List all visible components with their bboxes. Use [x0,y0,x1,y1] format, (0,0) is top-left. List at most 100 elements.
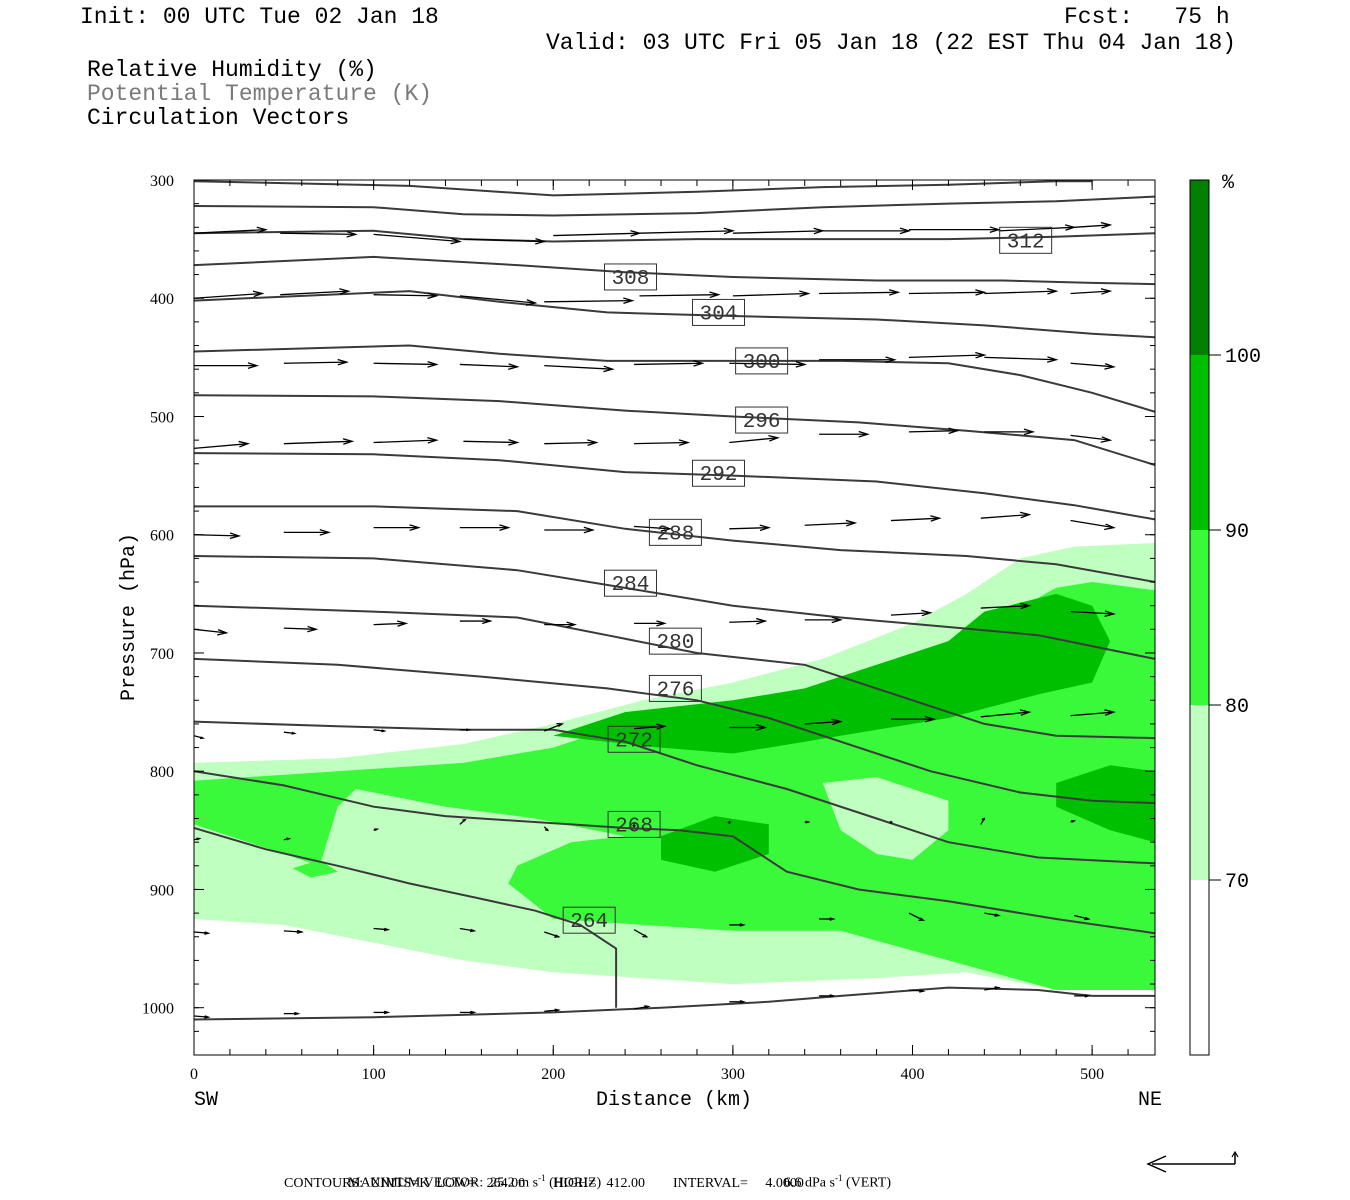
vector-4-9 [980,511,1032,519]
vector-head [739,923,746,927]
vector-head [508,363,520,370]
vector-head [975,289,987,296]
vector-head [342,438,355,445]
vector-0-9 [998,224,1077,232]
vector-shaft [634,441,688,445]
vector-head [889,821,893,825]
vector-0-3 [463,237,547,245]
vector-5-1 [283,625,319,633]
vector-9-6 [729,999,746,1004]
x-axis-title: Distance (km) [596,1089,752,1112]
rh-fill-layer [194,543,1155,990]
vector-5-6 [729,617,768,625]
vector-head [286,837,292,841]
vector-head [924,715,937,723]
vector-0-8 [908,226,1001,234]
vector-head [482,617,493,625]
vector-5-0 [194,628,229,636]
vector-shaft [544,441,597,445]
vector-head [1104,523,1116,531]
vector-head [1019,709,1032,716]
vector-shaft [1070,434,1111,441]
vector-8-2 [373,927,391,932]
vector-head [829,917,836,921]
vector-head [930,515,942,522]
vector-shaft [459,363,518,368]
contour-label-box-288 [648,518,702,546]
vector-head [975,351,987,359]
theta-contour-320 [194,180,1093,197]
vector-7-0 [194,837,202,841]
colorbar-label-70: 70 [1225,871,1249,894]
contour-label-box-304 [692,298,746,326]
vector-9-8 [908,989,926,993]
forecast-hour: Fcst: 75 h [1064,4,1230,30]
vector-2-2 [373,361,439,368]
vector-head [1071,819,1077,823]
vector-shaft [732,230,823,234]
vector-4-7 [804,519,858,527]
vector-head [544,828,550,832]
vector-7-3 [459,818,467,825]
vector-shaft [283,361,347,364]
vector-4-5 [634,525,673,532]
vector-head [204,931,211,935]
max-vector-label: MAXIMUM VECTOR: [348,1175,484,1191]
vector-8-3 [459,927,477,933]
vector-shaft [634,525,671,530]
vector-head [383,927,391,932]
vector-4-6 [729,524,772,532]
vector-head [427,361,439,368]
contour-label-288: 288 [656,523,694,546]
vector-head [888,289,901,296]
vector-9-1 [283,1011,301,1016]
vector-head [644,1005,651,1009]
vector-head [805,820,811,824]
vector-head [294,1011,301,1016]
colorbar-segment-1 [1190,355,1209,530]
vector-head [409,524,421,531]
rh-hole-1 [463,824,536,837]
vector-7-2 [373,828,380,831]
vector-1-0 [194,290,265,299]
vector-7-9 [980,817,986,825]
vector-7-8 [889,820,893,825]
vector-head [1019,602,1032,610]
vector-1-1 [280,288,351,296]
colorbar-label-80: 80 [1225,696,1249,719]
vector-head [1100,436,1113,443]
vector-head [759,524,772,532]
vector-head [587,439,599,446]
vector-shaft [463,238,545,243]
vector-shaft [908,354,985,359]
max-vert-tag: (VERT) [845,1175,891,1191]
vector-1-6 [732,290,811,298]
contour-info: CONTOURS: UNITS=K LOW= 264.00 HIGH= 412.… [284,1176,804,1191]
vector-8-6 [729,923,746,927]
rh-fill-90-2 [553,593,1111,754]
vector-5-3 [459,617,493,625]
vector-head [756,724,768,731]
max-vert-line: 6.6 dPa s-1 (VERT) [777,1157,891,1192]
max-horiz-tag: (HORIZ) [549,1175,602,1191]
vector-5-9 [980,602,1032,610]
vector-1-8 [908,289,987,296]
vector-head [693,360,705,367]
theta-contour-312 [194,229,1155,243]
colorbar-frame [1189,179,1210,1056]
vector-1-2 [373,292,439,300]
contour-label-box-296 [735,406,789,434]
vector-1-7 [819,289,901,296]
vector-shaft [459,295,536,304]
surface-line [194,986,1155,1021]
contour-label-box-268 [607,810,661,838]
vector-8-7 [819,917,836,921]
vector-7-7 [804,820,811,824]
contour-label-box-308 [603,263,657,291]
axes-layer: 300 400 500 600 700 800 900 1000 0 100 200 300 400 50… [142,173,1155,1083]
theta-contour-284 [194,555,1155,660]
theta-contour-264 [194,827,618,1008]
rh-hole-0 [822,777,949,860]
vector-shaft [998,226,1075,232]
vector-6-7 [804,718,843,726]
